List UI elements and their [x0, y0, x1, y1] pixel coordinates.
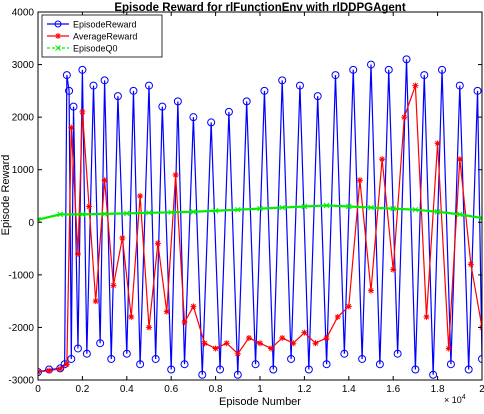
- x-tick-label: 1.6: [386, 384, 400, 395]
- data-point: [86, 204, 92, 210]
- x-tick-label: 0: [35, 384, 41, 395]
- y-tick-label: -2000: [8, 323, 34, 334]
- data-point: [301, 330, 307, 336]
- legend-label: AverageReward: [73, 32, 137, 42]
- data-point: [75, 251, 81, 257]
- data-point: [57, 366, 63, 372]
- x-tick-label: 1.2: [297, 384, 311, 395]
- y-tick-label: 2000: [12, 113, 35, 124]
- data-point: [246, 335, 252, 341]
- data-point: [128, 314, 134, 320]
- y-tick-label: 0: [28, 218, 34, 229]
- x-tick-label: 2: [479, 384, 484, 395]
- data-point: [213, 345, 219, 351]
- data-point: [424, 314, 430, 320]
- data-point: [110, 282, 116, 288]
- x-tick-label: 0.4: [120, 384, 134, 395]
- data-point: [155, 240, 161, 246]
- x-axis-label: Episode Number: [219, 396, 301, 408]
- data-point: [102, 177, 108, 183]
- y-tick-label: 4000: [12, 8, 35, 19]
- x-tick-label: 0.2: [75, 384, 89, 395]
- data-point: [357, 177, 363, 183]
- legend-label: EpisodeReward: [73, 20, 137, 30]
- data-point: [173, 172, 179, 178]
- y-tick-label: 3000: [12, 60, 35, 71]
- data-point: [324, 335, 330, 341]
- x-tick-label: 0.8: [209, 384, 223, 395]
- data-point: [468, 261, 474, 267]
- data-point: [119, 235, 125, 241]
- data-point: [79, 109, 85, 115]
- x-tick-label: 1.8: [431, 384, 445, 395]
- data-point: [64, 361, 70, 367]
- data-point: [268, 345, 274, 351]
- legend-label: EpisodeQ0: [73, 44, 118, 54]
- data-point: [290, 340, 296, 346]
- data-point: [146, 324, 152, 330]
- data-point: [446, 345, 452, 351]
- data-point: [279, 335, 285, 341]
- y-tick-label: -1000: [8, 270, 34, 281]
- x-tick-label: 0.6: [164, 384, 178, 395]
- data-point: [182, 319, 188, 325]
- data-point: [235, 351, 241, 357]
- y-axis-label: Episode Reward: [0, 155, 12, 236]
- data-point: [335, 314, 341, 320]
- data-point: [457, 156, 463, 162]
- data-point: [368, 288, 374, 294]
- x-tick-label: 1: [257, 384, 263, 395]
- data-point: [313, 340, 319, 346]
- data-point: [164, 309, 170, 315]
- data-point: [379, 156, 385, 162]
- data-point: [224, 340, 230, 346]
- data-point: [346, 303, 352, 309]
- data-point: [202, 340, 208, 346]
- legend-marker: [55, 33, 61, 39]
- data-point: [435, 140, 441, 146]
- data-point: [68, 125, 74, 131]
- data-point: [137, 193, 143, 199]
- data-point: [190, 303, 196, 309]
- x-tick-label: 1.4: [342, 384, 356, 395]
- data-point: [93, 298, 99, 304]
- data-point: [401, 114, 407, 120]
- data-point: [412, 83, 418, 89]
- data-point: [257, 340, 263, 346]
- legend: EpisodeReward AverageReward EpisodeQ0: [42, 15, 162, 57]
- data-point: [46, 368, 52, 374]
- data-point: [390, 267, 396, 273]
- y-tick-label: 1000: [12, 165, 35, 176]
- y-tick-label: -3000: [8, 376, 34, 387]
